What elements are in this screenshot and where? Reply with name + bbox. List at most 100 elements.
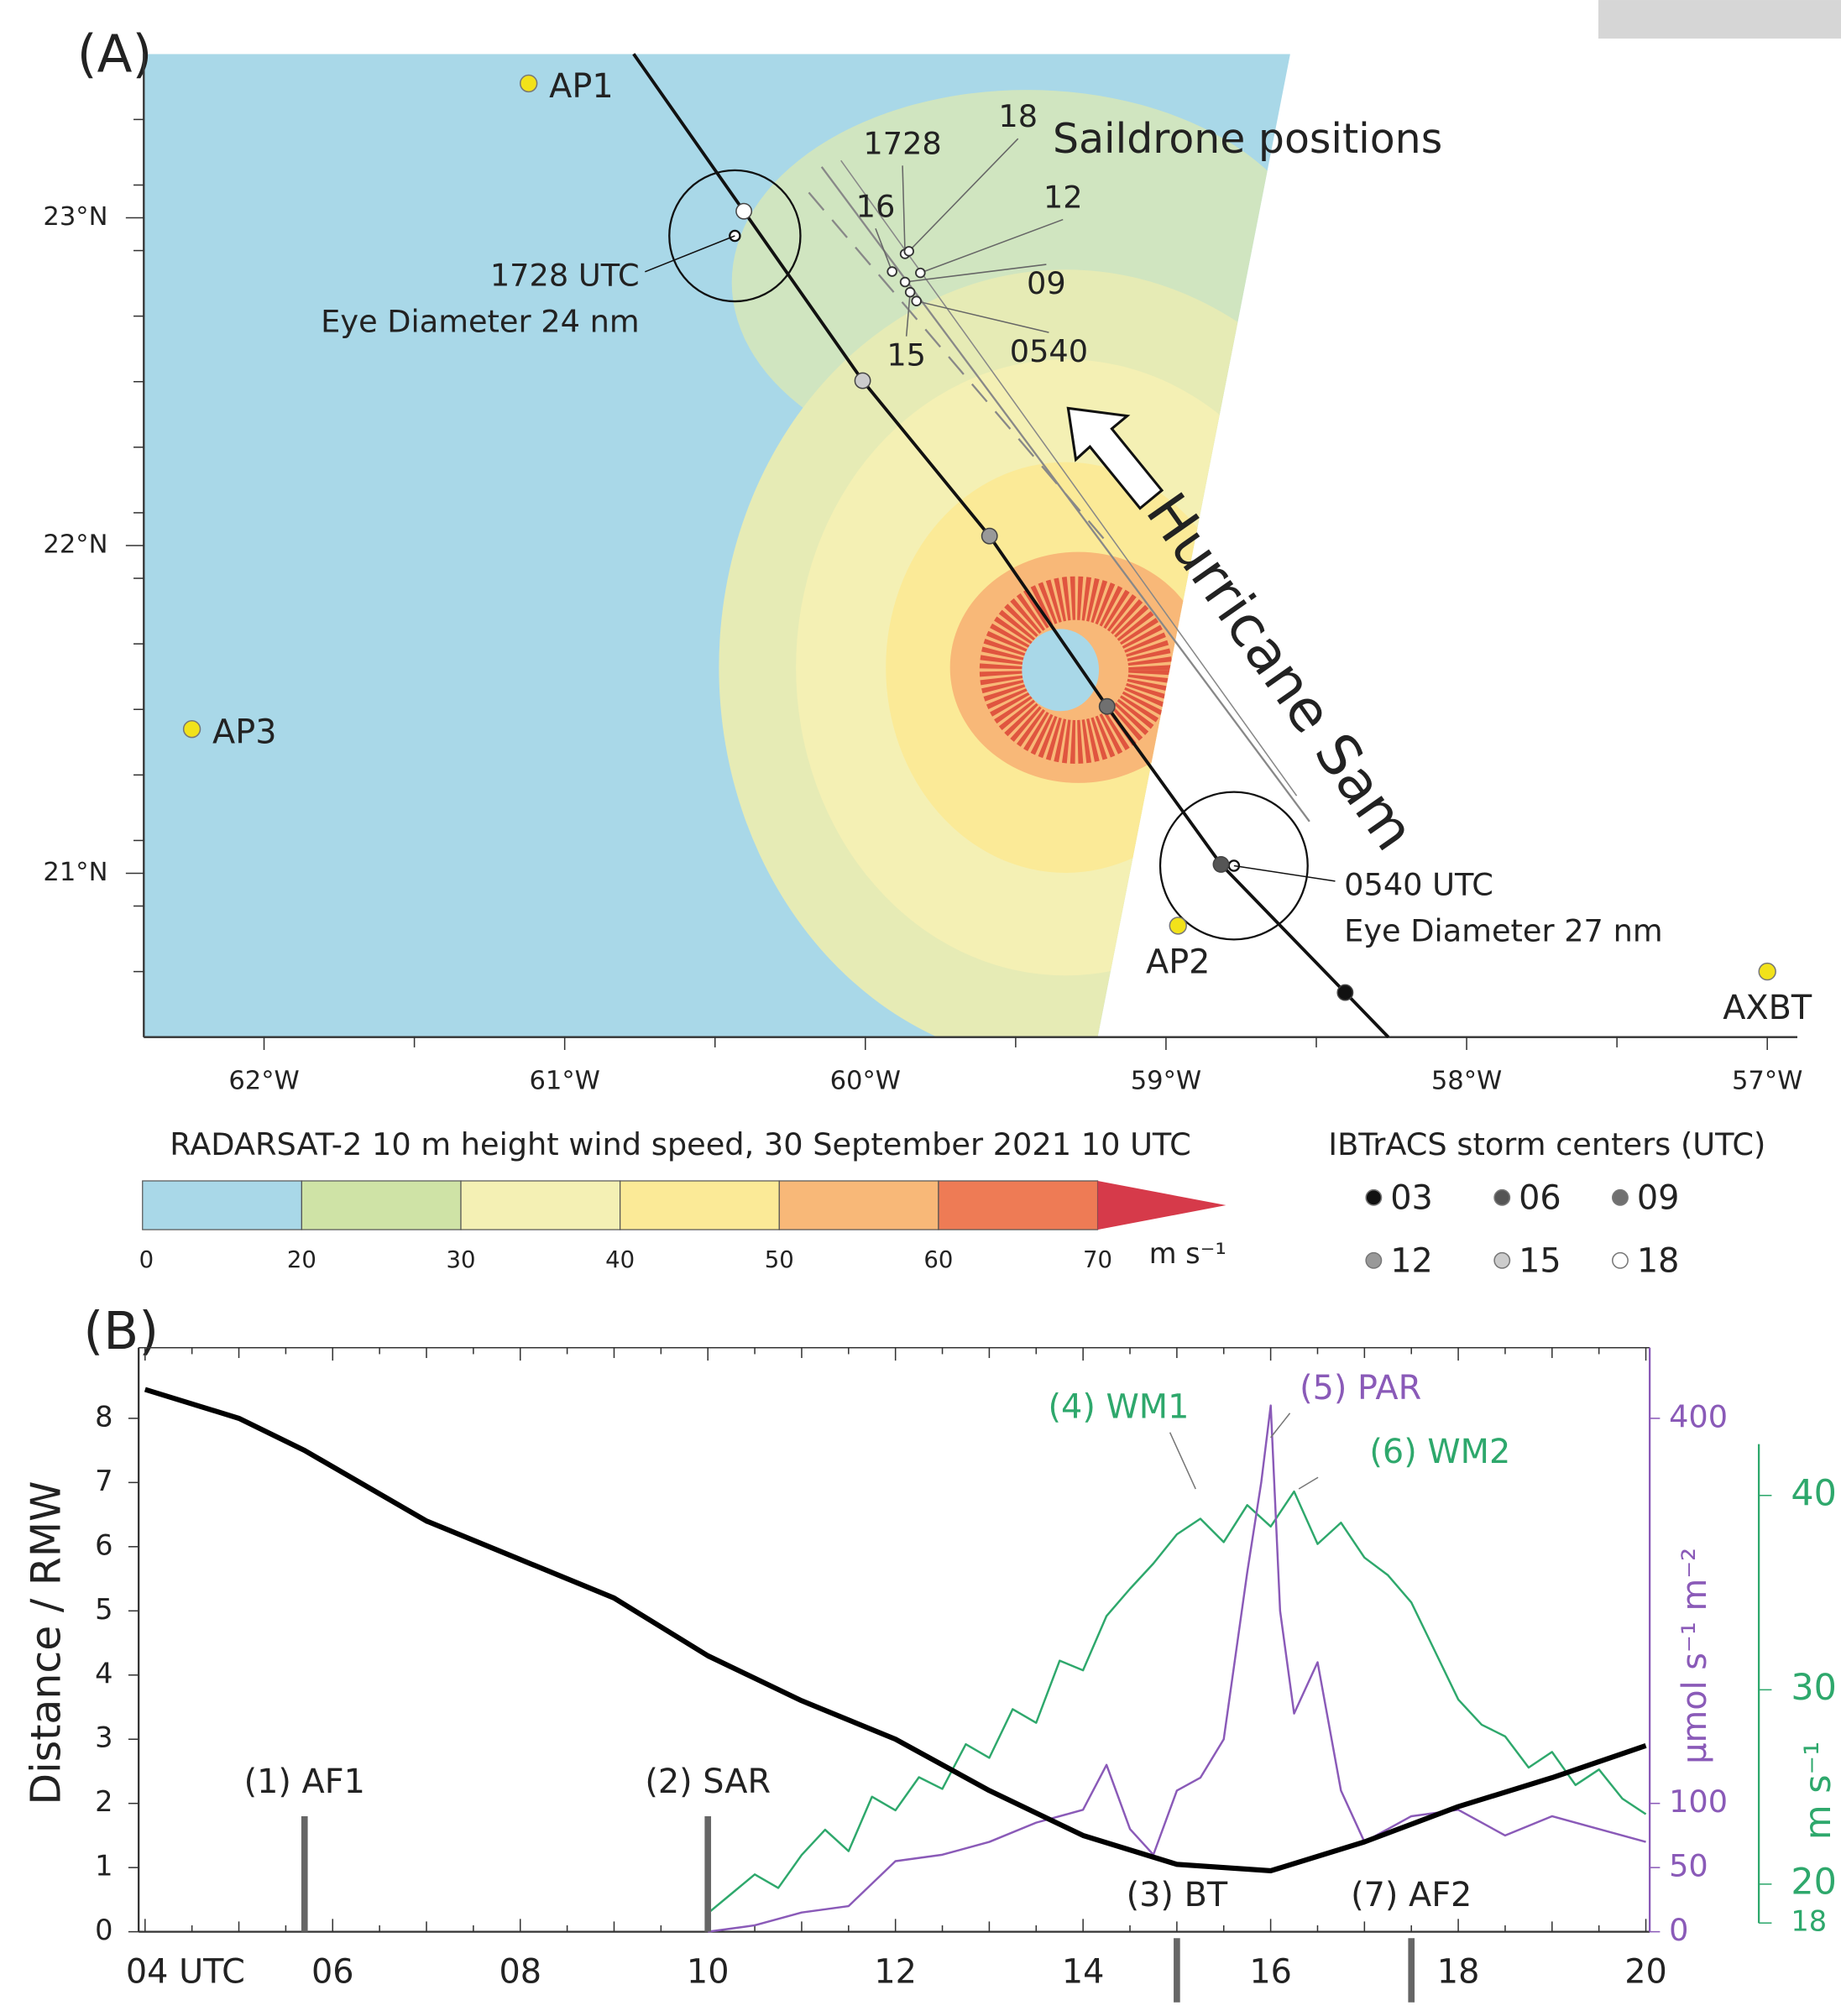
event-label: (7) AF2	[1351, 1876, 1472, 1914]
saildrone-position	[903, 246, 914, 257]
colorbar-bin	[301, 1180, 462, 1230]
y-tick-label: 7	[95, 1465, 112, 1497]
x-tick-label: 12	[874, 1953, 917, 1992]
colorbar-bin	[938, 1180, 1099, 1230]
eye-label: 0540 UTC	[1344, 866, 1493, 902]
leader	[920, 218, 1064, 274]
legend-label: 06	[1519, 1178, 1561, 1217]
y3-tick-label: 40	[1791, 1472, 1836, 1514]
storm-center	[854, 372, 871, 389]
annotation-label: (4) WM1	[1049, 1388, 1190, 1427]
station	[182, 719, 201, 739]
leader	[916, 300, 1049, 333]
station-label: AP2	[1146, 943, 1210, 981]
saildrone-position	[915, 267, 926, 279]
x-tick-label: 10	[687, 1953, 730, 1992]
saildrone-position	[911, 295, 922, 306]
legend-dot	[1365, 1188, 1383, 1206]
storm-track	[632, 53, 1390, 1039]
colorbar-label: 0	[139, 1246, 154, 1273]
corner-tab	[1598, 0, 1841, 39]
annotation-label: (5) PAR	[1300, 1369, 1421, 1408]
x-tick-label: 18	[1437, 1953, 1480, 1992]
saildrone-label: 12	[1043, 180, 1083, 216]
colorbar-bin	[778, 1180, 939, 1230]
station-label: AP3	[212, 713, 276, 751]
colorbar-bin	[142, 1180, 302, 1230]
leader	[905, 292, 911, 337]
leader	[875, 227, 893, 272]
x-tick-label: 60°W	[830, 1067, 901, 1096]
saildrone-label: 09	[1027, 265, 1066, 301]
y3-tick-label: 30	[1791, 1667, 1836, 1709]
y2-axis-title: μmol s⁻¹ m⁻²	[1676, 1548, 1714, 1764]
y3-tick-label: 18	[1791, 1905, 1827, 1938]
legend-label: 03	[1390, 1178, 1433, 1217]
colorbar-title: RADARSAT-2 10 m height wind speed, 30 Se…	[170, 1126, 1191, 1162]
leader	[904, 264, 1047, 283]
y-tick-label: 22°N	[43, 530, 107, 559]
legend-dot	[1493, 1251, 1511, 1269]
eye-circle	[668, 169, 802, 303]
y-tick-label: 1	[95, 1850, 112, 1883]
x-tick-label: 04 UTC	[126, 1953, 245, 1992]
colorbar-label: 50	[765, 1246, 794, 1273]
y3-axis-title: m s⁻¹	[1797, 1742, 1839, 1840]
x-tick-label: 20	[1624, 1953, 1667, 1992]
storm-center	[1098, 697, 1116, 715]
legend-label: 09	[1637, 1178, 1680, 1217]
legend-dot	[1612, 1251, 1629, 1269]
colorbar-bin	[460, 1180, 621, 1230]
y-tick-label: 4	[95, 1657, 112, 1690]
station	[1758, 962, 1776, 981]
y-tick-label: 23°N	[43, 202, 107, 232]
storm-center	[735, 202, 753, 220]
series-line	[708, 1404, 1646, 1933]
saildrone-position	[899, 276, 911, 288]
saildrone-position	[887, 266, 897, 277]
station	[519, 74, 538, 93]
saildrone-label: 1728	[863, 125, 941, 161]
event-label: (2) SAR	[645, 1763, 771, 1801]
event-label: (3) BT	[1127, 1876, 1228, 1914]
colorbar-label: 60	[923, 1246, 953, 1273]
y2-tick-label: 100	[1669, 1784, 1728, 1820]
series-line	[144, 1387, 1647, 1874]
colorbar-bin	[620, 1180, 780, 1230]
event-label: (1) AF1	[244, 1763, 365, 1801]
x-tick-label: 14	[1062, 1953, 1105, 1992]
colorbar-unit: m s⁻¹	[1149, 1237, 1226, 1270]
eye-circle	[1158, 791, 1309, 941]
legend-dot	[1493, 1188, 1511, 1206]
storm-center	[1212, 855, 1230, 873]
y-tick-label: 3	[95, 1721, 112, 1754]
leader	[1233, 864, 1336, 882]
series-line	[707, 1490, 1647, 1914]
station-label: AXBT	[1723, 989, 1812, 1027]
y2-tick-label: 400	[1669, 1398, 1728, 1434]
y-tick-label: 5	[95, 1593, 112, 1626]
leader	[908, 138, 1019, 252]
saildrone-label: 15	[887, 337, 926, 373]
x-tick-label: 62°W	[228, 1067, 299, 1096]
y-tick-label: 2	[95, 1785, 112, 1818]
y-axis-title: Distance / RMW	[23, 1481, 71, 1804]
colorbar-extension	[1097, 1180, 1226, 1230]
eye-note: Eye Diameter 24 nm	[321, 303, 639, 339]
annotation-label: (6) WM2	[1369, 1433, 1510, 1471]
station	[1169, 917, 1187, 935]
y-tick-label: 21°N	[43, 858, 107, 887]
colorbar-label: 30	[447, 1246, 476, 1273]
saildrone-label: 18	[998, 98, 1038, 134]
legend-label: 12	[1390, 1241, 1433, 1280]
eye-label: 1728 UTC	[490, 257, 640, 293]
storm-motion-arrow	[1066, 406, 1164, 510]
storm-center	[981, 527, 998, 545]
y-tick-label: 0	[95, 1914, 112, 1946]
saildrone-label: 0540	[1010, 333, 1088, 369]
annotation-leader	[1270, 1413, 1291, 1439]
station-label: AP1	[549, 67, 613, 106]
legend-label: 18	[1637, 1241, 1680, 1280]
